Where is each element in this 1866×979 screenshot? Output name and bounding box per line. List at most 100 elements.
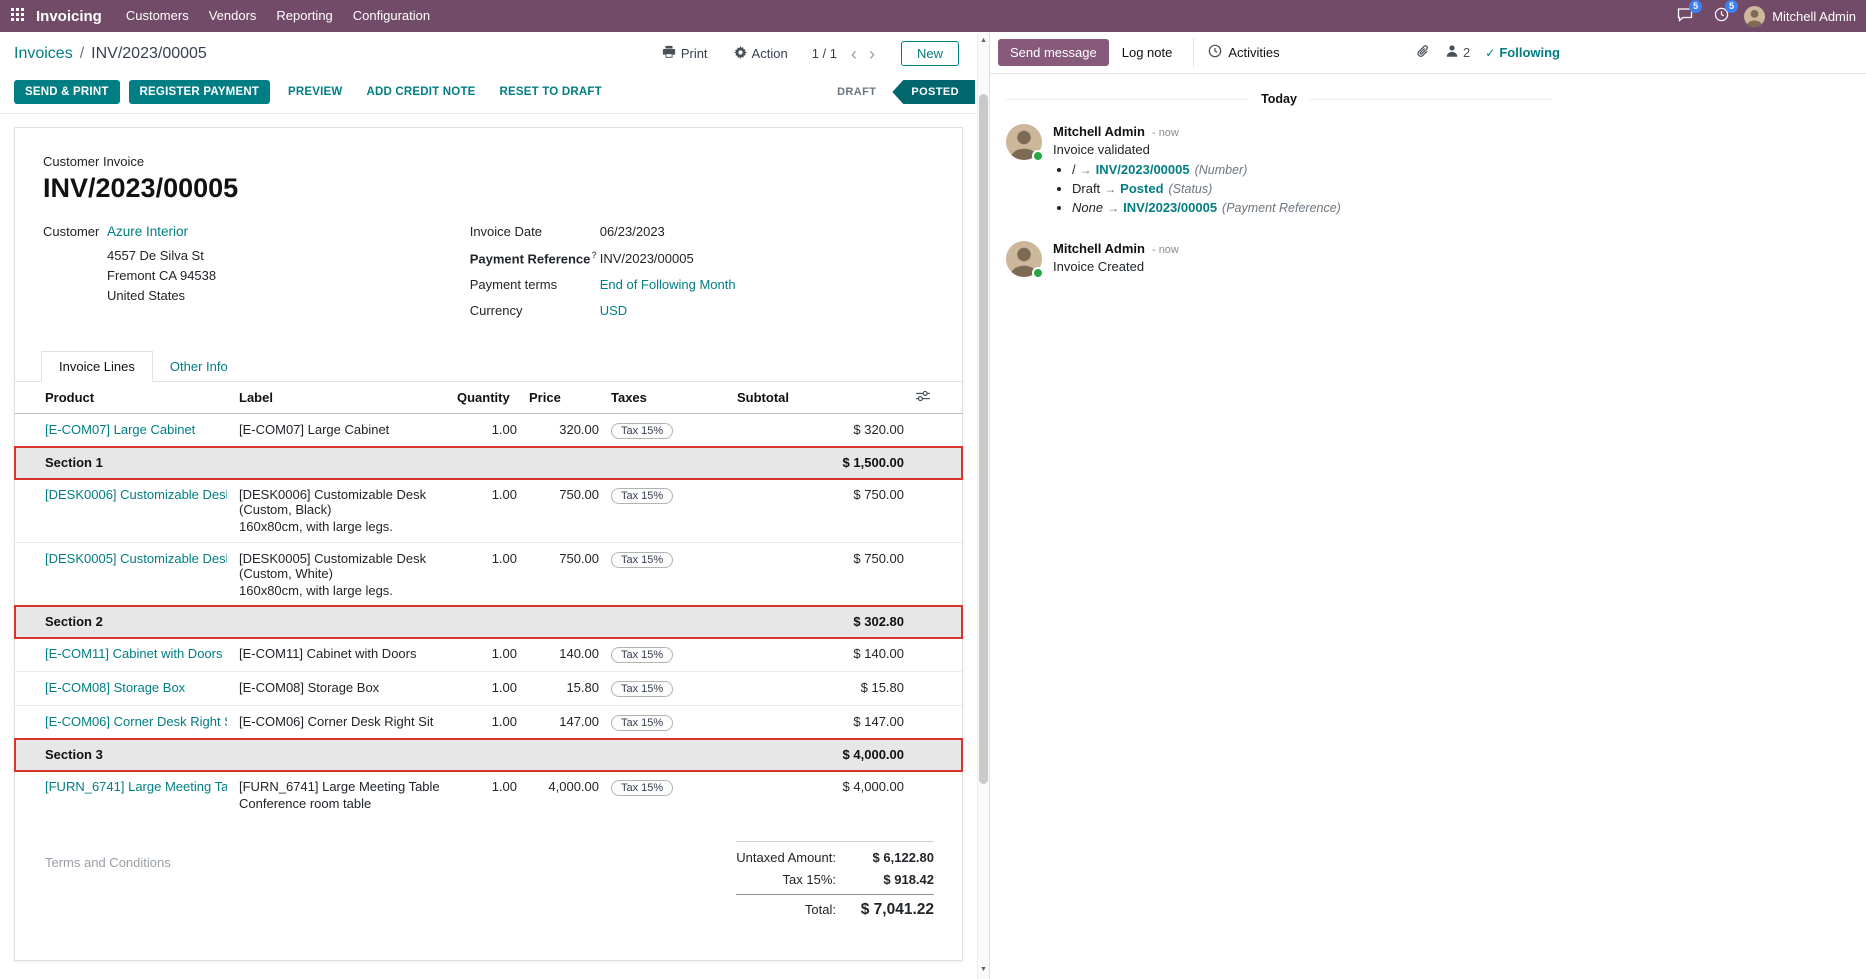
invoice-lines-table: Product Label Quantity Price Taxes Subto… [14, 382, 963, 820]
customer-label: Customer [43, 224, 100, 239]
customer-link[interactable]: Azure Interior [107, 224, 189, 239]
tracking-change: None→INV/2023/00005(Payment Reference) [1072, 200, 1341, 215]
invoice-date-field[interactable]: 06/23/2023 [599, 224, 665, 239]
payment-terms-label: Payment terms [469, 277, 558, 293]
following-button[interactable]: ✓ Following [1485, 45, 1560, 60]
payment-reference-field[interactable]: INV/2023/00005 [599, 251, 694, 267]
preview-button[interactable]: PREVIEW [279, 80, 351, 104]
online-status-dot [1032, 267, 1044, 279]
sliders-icon [916, 390, 930, 405]
optional-columns-button[interactable] [910, 382, 962, 415]
section-row[interactable]: Section 1 $ 1,500.00 [14, 446, 963, 480]
tab-invoice-lines[interactable]: Invoice Lines [41, 351, 153, 383]
tax-badge: Tax 15% [611, 423, 674, 440]
user-menu[interactable]: Mitchell Admin [1744, 5, 1856, 27]
paperclip-icon [1416, 44, 1430, 62]
product-link[interactable]: [DESK0005] Customizable Desk (Custom, W [45, 551, 227, 567]
apps-menu-button[interactable] [0, 0, 34, 32]
status-draft[interactable]: DRAFT [837, 86, 877, 98]
table-row[interactable]: [E-COM08] Storage Box [E-COM08] Storage … [15, 671, 962, 706]
table-row[interactable]: [DESK0006] Customizable Desk (Custom, Bl… [15, 478, 962, 543]
section-row[interactable]: Section 3 $ 4,000.00 [14, 738, 963, 772]
log-note-button[interactable]: Log note [1109, 39, 1186, 66]
action-button[interactable]: Action [732, 42, 790, 66]
arrow-icon: → [1107, 201, 1120, 215]
reset-to-draft-button[interactable]: RESET TO DRAFT [491, 80, 611, 104]
user-name: Mitchell Admin [1772, 8, 1856, 24]
send-print-button[interactable]: SEND & PRINT [14, 80, 120, 104]
activities-button[interactable]: Activities [1202, 38, 1285, 67]
messages-badge: 5 [1689, 0, 1703, 13]
breadcrumb: Invoices / INV/2023/00005 [14, 45, 207, 63]
message-body: Invoice validated [1053, 142, 1150, 157]
followers-button[interactable]: 2 [1445, 44, 1470, 61]
payment-terms-field[interactable]: End of Following Month [599, 277, 736, 293]
print-button[interactable]: Print [660, 41, 710, 66]
message-author[interactable]: Mitchell Admin [1053, 124, 1145, 139]
pager-previous-button[interactable]: ‹ [847, 45, 861, 63]
help-icon: ? [591, 250, 597, 260]
message-time: - now [1151, 244, 1179, 256]
column-price: Price [523, 382, 605, 415]
untaxed-amount-label: Untaxed Amount: [736, 850, 836, 866]
nav-vendors[interactable]: Vendors [208, 8, 257, 23]
tracking-change: /→INV/2023/00005(Number) [1072, 162, 1341, 177]
message: Mitchell Admin - now Invoice Created [990, 235, 1568, 283]
table-row[interactable]: [DESK0005] Customizable Desk (Custom, W … [15, 542, 962, 607]
breadcrumb-current: INV/2023/00005 [91, 44, 207, 62]
status-posted-badge[interactable]: POSTED [892, 80, 975, 104]
topbar-divider [1193, 38, 1195, 67]
nav-customers[interactable]: Customers [125, 8, 189, 23]
section-name: Section 3 [15, 739, 731, 771]
product-link[interactable]: [FURN_6741] Large Meeting Table [45, 779, 227, 795]
invoice-date-label: Invoice Date [469, 224, 542, 239]
tax-amount-label: Tax 15%: [782, 872, 836, 888]
product-link[interactable]: [E-COM11] Cabinet with Doors [45, 646, 223, 662]
new-button[interactable]: New [900, 41, 959, 66]
section-row[interactable]: Section 2 $ 302.80 [14, 605, 963, 639]
product-link[interactable]: [DESK0006] Customizable Desk (Custom, Bl [45, 487, 227, 503]
form-pane: Invoices / INV/2023/00005 Print [0, 32, 989, 979]
table-row[interactable]: [E-COM06] Corner Desk Right Sit [E-COM06… [15, 705, 962, 740]
product-link[interactable]: [E-COM07] Large Cabinet [45, 422, 196, 438]
arrow-icon: → [1079, 163, 1092, 177]
scroll-up-arrow[interactable]: ▲ [980, 37, 987, 44]
printer-icon [662, 45, 676, 62]
pager: 1 / 1 ‹ › [812, 45, 879, 63]
pager-next-button[interactable]: › [865, 45, 879, 63]
add-credit-note-button[interactable]: ADD CREDIT NOTE [357, 80, 484, 104]
chatter-panel: Send message Log note Activities [989, 32, 1866, 979]
scrollbar-thumb[interactable] [979, 94, 988, 784]
activities-menu-button[interactable]: 5 [1708, 0, 1739, 27]
message-thread: Today Mitchell Admin - now Invoice valid… [990, 74, 1568, 301]
column-label: Label [233, 382, 451, 415]
currency-field[interactable]: USD [599, 303, 628, 319]
nav-reporting[interactable]: Reporting [276, 8, 333, 23]
terms-and-conditions-field[interactable]: Terms and Conditions [45, 855, 171, 871]
tax-badge: Tax 15% [611, 681, 674, 698]
product-link[interactable]: [E-COM08] Storage Box [45, 680, 186, 696]
gear-icon [733, 45, 747, 62]
form-scrollbar[interactable]: ▲ ▼ [977, 32, 989, 979]
table-header-row: Product Label Quantity Price Taxes Subto… [15, 382, 962, 415]
breadcrumb-invoices[interactable]: Invoices [14, 44, 73, 62]
table-row[interactable]: [FURN_6741] Large Meeting Table [FURN_67… [15, 770, 962, 820]
arrow-icon: → [1104, 182, 1117, 196]
send-message-button[interactable]: Send message [998, 39, 1109, 66]
online-status-dot [1032, 150, 1044, 162]
product-link[interactable]: [E-COM06] Corner Desk Right Sit [45, 714, 227, 730]
messages-menu-button[interactable]: 5 [1672, 0, 1703, 27]
app-name[interactable]: Invoicing [36, 7, 102, 25]
table-row[interactable]: [E-COM11] Cabinet with Doors [E-COM11] C… [15, 637, 962, 672]
tab-other-info[interactable]: Other Info [153, 351, 245, 381]
nav-configuration[interactable]: Configuration [352, 8, 431, 23]
register-payment-button[interactable]: REGISTER PAYMENT [128, 80, 271, 104]
scroll-down-arrow[interactable]: ▼ [980, 966, 987, 973]
status-widget: DRAFT POSTED [821, 80, 975, 104]
attach-files-button[interactable] [1416, 44, 1430, 62]
section-name: Section 1 [15, 447, 731, 479]
tax-badge: Tax 15% [611, 552, 674, 569]
message-author[interactable]: Mitchell Admin [1053, 241, 1145, 256]
avatar [1006, 124, 1044, 162]
table-row[interactable]: [E-COM07] Large Cabinet [E-COM07] Large … [45, 422, 904, 440]
